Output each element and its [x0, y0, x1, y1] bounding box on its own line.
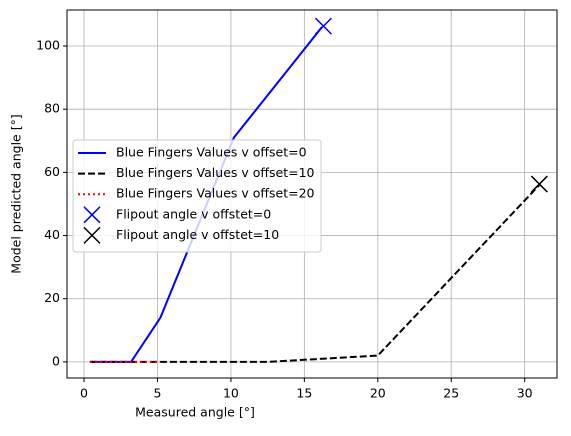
x-tick-label: 10 — [223, 386, 239, 401]
y-tick-label: 0 — [52, 353, 60, 368]
x-tick-label: 20 — [370, 386, 386, 401]
legend-label: Blue Fingers Values v offset=20 — [116, 186, 315, 201]
line — [89, 26, 323, 363]
legend-label: Blue Fingers Values v offset=10 — [116, 165, 315, 180]
legend-label: Blue Fingers Values v offset=0 — [116, 145, 307, 160]
x-axis-label: Measured angle [°] — [135, 405, 255, 420]
legend-marker — [83, 206, 101, 224]
y-tick-label: 100 — [36, 38, 60, 53]
y-tick-label: 20 — [44, 290, 60, 305]
y-tick-label: 80 — [44, 101, 60, 116]
y-tick-label: 60 — [44, 164, 60, 179]
legend-label: Flipout angle v offstet=10 — [116, 227, 279, 242]
marker — [530, 175, 548, 193]
y-axis-label: Model predicted angle [°] — [9, 114, 24, 273]
legend-box — [72, 139, 322, 253]
legend: Blue Fingers Values v offset=0 Blue Finge… — [72, 139, 322, 253]
x-tick-label: 0 — [80, 386, 88, 401]
x-tick-label: 5 — [154, 386, 162, 401]
y-tick-label: 40 — [44, 227, 60, 242]
line — [89, 184, 541, 363]
marker — [314, 17, 332, 35]
legend-label: Flipout angle v offstet=0 — [116, 206, 271, 221]
x-tick-label: 25 — [443, 386, 459, 401]
x-tick-label: 30 — [517, 386, 533, 401]
x-tick-label: 15 — [296, 386, 312, 401]
plot-frame — [66, 9, 558, 379]
legend-marker — [83, 226, 101, 244]
